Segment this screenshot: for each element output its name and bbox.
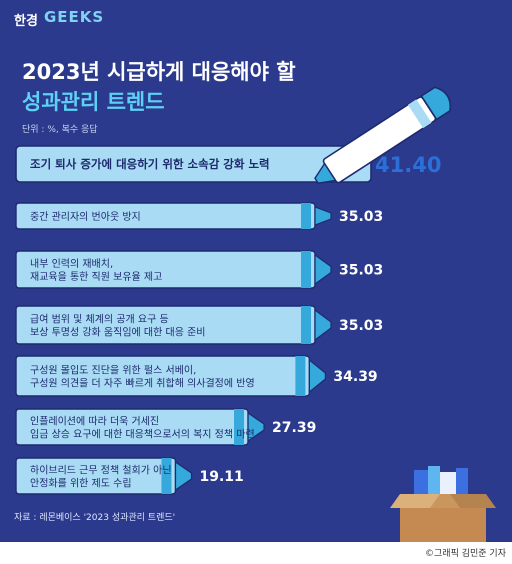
bar-band — [234, 409, 245, 445]
category-label: 구성원 몰입도 진단을 위한 펄스 서베이, — [30, 364, 196, 377]
bar-4: 35.03 급여 범위 및 체계의 공개 요구 등보상 투명성 강화 움직임에 대… — [15, 305, 383, 345]
chart-title-line1: 2023년 시급하게 대응해야 할 — [22, 60, 296, 84]
chart-title-line2: 성과관리 트렌드 — [22, 90, 165, 114]
bar-tip — [247, 411, 265, 443]
brand-geeks-logo: GEEKS — [44, 8, 105, 26]
infographic-card: 한경 GEEKS 2023년 시급하게 대응해야 할 성과관리 트렌드 단위 :… — [0, 0, 512, 542]
graphic-credit: ©그래픽 김민준 기자 — [425, 549, 506, 559]
category-label: 중간 관리자의 번아웃 방지 — [30, 211, 141, 223]
value-label: 35.03 — [339, 263, 383, 279]
pen-icon — [314, 86, 452, 184]
value-label: 35.03 — [339, 209, 383, 225]
category-label: 조기 퇴사 증가에 대응하기 위한 소속감 강화 노력 — [30, 157, 270, 171]
category-label: 구성원 의견을 더 자주 빠르게 취합해 의사결정에 반영 — [30, 377, 255, 390]
value-label: 41.40 — [375, 153, 441, 177]
source-note: 자료 : 레몬베이스 '2023 성과관리 트렌드' — [14, 513, 176, 523]
category-label: 임금 상승 요구에 대한 대응책으로서의 복지 정책 마련 — [30, 428, 255, 441]
brand-han-logo: 한경 — [14, 14, 38, 29]
bar-chart: 41.40 조기 퇴사 증가에 대응하기 위한 소속감 강화 노력 35.03 중간 … — [15, 86, 496, 542]
bar-2: 35.03 중간 관리자의 번아웃 방지 — [15, 202, 383, 230]
value-label: 27.39 — [272, 420, 316, 436]
value-label: 35.03 — [339, 318, 383, 334]
category-label: 재교육을 통한 직원 보유율 제고 — [30, 271, 162, 283]
bar-tip — [174, 460, 193, 492]
bar-tip — [314, 206, 332, 226]
category-label: 급여 범위 및 체계의 공개 요구 등 — [30, 313, 169, 326]
category-label: 안정화를 위한 제도 수립 — [30, 477, 132, 490]
bar-band — [301, 306, 311, 344]
bars-group: 41.40 조기 퇴사 증가에 대응하기 위한 소속감 강화 노력 35.03 중간 … — [15, 86, 452, 495]
bar-1: 41.40 조기 퇴사 증가에 대응하기 위한 소속감 강화 노력 — [15, 86, 452, 184]
bar-band — [301, 251, 311, 288]
value-label: 34.39 — [333, 369, 377, 385]
bar-band — [161, 458, 172, 494]
bar-tip — [314, 253, 332, 286]
box-icon — [390, 466, 496, 542]
category-label: 보상 투명성 강화 움직임에 대한 대응 준비 — [30, 326, 205, 339]
bar-band — [301, 203, 311, 229]
value-label: 19.11 — [199, 469, 243, 485]
bar-body — [15, 145, 372, 183]
bar-band — [295, 356, 306, 396]
category-label: 하이브리드 근무 정책 철회가 아닌 — [30, 464, 172, 477]
bar-3: 35.03 내부 인력의 재배치,재교육을 통한 직원 보유율 제고 — [15, 250, 383, 289]
category-label: 내부 인력의 재배치, — [30, 258, 113, 270]
bar-tip — [314, 308, 332, 342]
bar-5: 34.39 구성원 몰입도 진단을 위한 펄스 서베이,구성원 의견을 더 자주 … — [15, 355, 378, 397]
unit-note: 단위 : %, 복수 응답 — [22, 125, 98, 135]
category-label: 인플레이션에 따라 더욱 거세진 — [30, 416, 159, 428]
bar-tip — [308, 358, 326, 394]
